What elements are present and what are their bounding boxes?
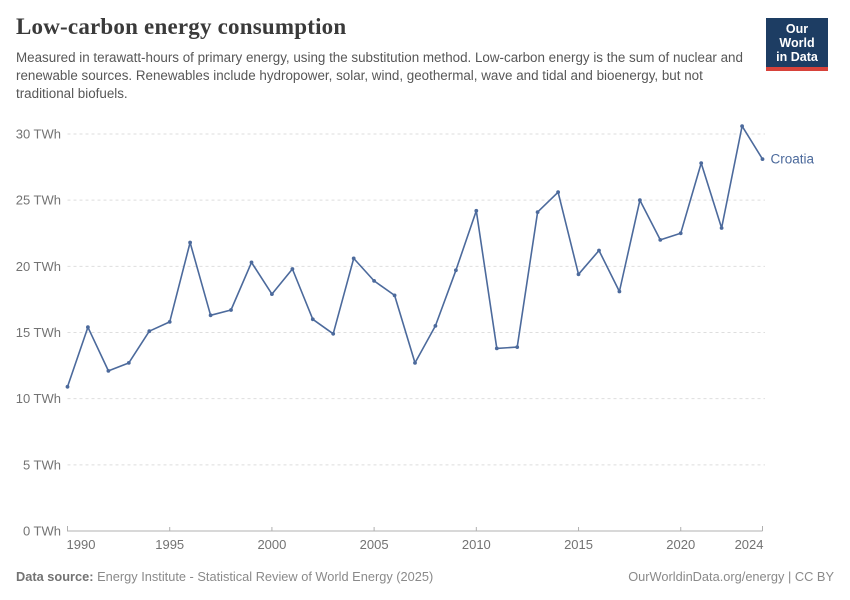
data-point[interactable] — [535, 210, 540, 215]
x-axis-tick-label: 2024 — [735, 537, 764, 552]
x-axis-tick-label: 2005 — [360, 537, 389, 552]
data-point[interactable] — [556, 190, 560, 195]
data-point[interactable] — [229, 308, 233, 312]
data-source: Data source: Energy Institute - Statisti… — [16, 569, 433, 584]
series-line-croatia[interactable] — [66, 125, 764, 388]
data-point[interactable] — [392, 293, 397, 298]
y-axis-tick-label: 0 TWh — [23, 524, 61, 539]
chart-header: Low-carbon energy consumption Our World … — [16, 14, 834, 103]
data-source-label: Data source: — [16, 569, 94, 584]
data-point[interactable] — [188, 240, 193, 245]
data-point[interactable] — [310, 317, 315, 322]
data-point[interactable] — [65, 384, 70, 389]
data-point[interactable] — [494, 346, 499, 351]
owid-logo-stripe — [766, 67, 828, 71]
data-point[interactable] — [126, 361, 131, 365]
y-axis-tick-label: 5 TWh — [23, 457, 61, 472]
data-point[interactable] — [658, 238, 663, 242]
owid-logo-line1: Our World — [779, 22, 815, 50]
data-point[interactable] — [290, 267, 295, 271]
data-point[interactable] — [760, 157, 765, 162]
data-point[interactable] — [678, 231, 683, 236]
x-axis-tick-label: 1990 — [67, 537, 96, 552]
data-point[interactable] — [167, 320, 172, 324]
series-label-croatia[interactable]: Croatia — [771, 152, 815, 167]
license-note[interactable]: OurWorldinData.org/energy | CC BY — [628, 569, 834, 584]
x-axis-tick-label: 2015 — [564, 537, 593, 552]
data-point[interactable] — [719, 226, 724, 230]
data-point[interactable] — [576, 272, 581, 277]
data-point[interactable] — [351, 256, 356, 261]
data-point[interactable] — [331, 331, 336, 336]
data-point[interactable] — [249, 260, 254, 265]
data-point[interactable] — [372, 279, 376, 283]
data-point[interactable] — [433, 324, 438, 328]
owid-logo-line2: in Data — [776, 50, 818, 64]
data-point[interactable] — [454, 268, 458, 273]
data-point[interactable] — [270, 292, 274, 296]
data-point[interactable] — [106, 369, 111, 373]
data-point[interactable] — [515, 345, 520, 349]
data-point[interactable] — [413, 361, 417, 365]
data-point[interactable] — [147, 329, 152, 334]
y-axis-tick-label: 15 TWh — [16, 325, 61, 340]
data-point[interactable] — [617, 289, 622, 294]
x-axis-tick-label: 2000 — [257, 537, 286, 552]
data-point[interactable] — [474, 208, 479, 213]
data-point[interactable] — [699, 161, 704, 166]
chart-footer: Data source: Energy Institute - Statisti… — [16, 569, 834, 584]
owid-logo[interactable]: Our World in Data — [766, 18, 828, 71]
data-point[interactable] — [740, 124, 744, 128]
x-axis-tick-label: 2010 — [462, 537, 491, 552]
y-axis-tick-label: 25 TWh — [16, 193, 61, 208]
y-axis-tick-label: 30 TWh — [16, 127, 61, 142]
data-point[interactable] — [86, 325, 90, 330]
data-source-text: Energy Institute - Statistical Review of… — [93, 569, 434, 584]
y-axis-tick-label: 20 TWh — [16, 259, 61, 274]
data-point[interactable] — [597, 248, 601, 253]
x-axis-tick-label: 1995 — [155, 537, 184, 552]
data-point[interactable] — [208, 313, 213, 318]
page-title: Low-carbon energy consumption — [16, 14, 347, 39]
y-axis-tick-label: 10 TWh — [16, 391, 61, 406]
data-point[interactable] — [638, 198, 642, 203]
x-axis-tick-label: 2020 — [666, 537, 695, 552]
chart-subtitle: Measured in terawatt-hours of primary en… — [16, 50, 743, 101]
